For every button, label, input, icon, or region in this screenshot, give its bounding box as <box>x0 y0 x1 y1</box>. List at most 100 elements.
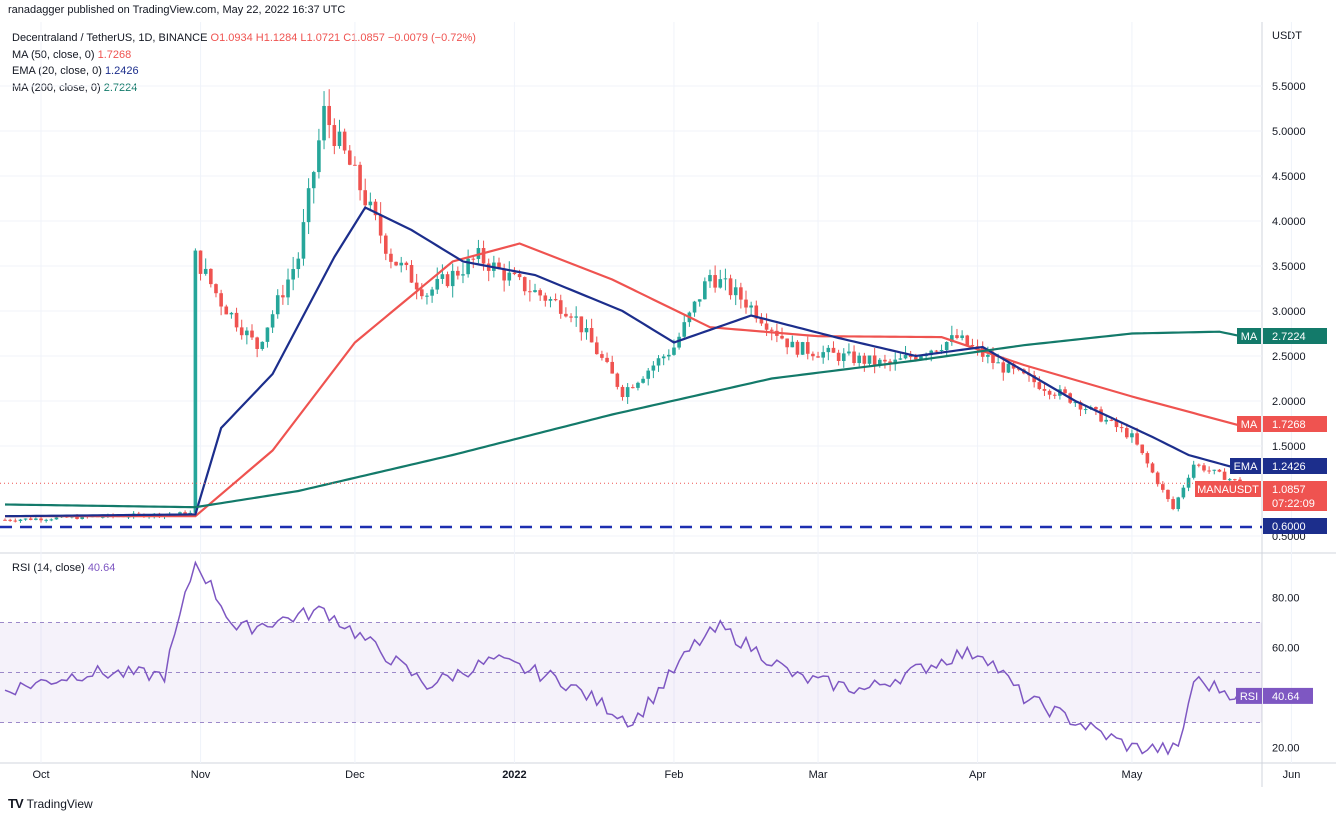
candle-body <box>718 279 723 288</box>
candle-body <box>528 291 532 293</box>
candle-body <box>378 215 383 236</box>
axis-labels: 5.5000 5.0000 4.5000 4.0000 3.5000 3.0000 2.50… <box>32 81 1305 781</box>
indicator-line <box>4 330 1241 509</box>
time-tick-label: 2022 <box>502 769 526 781</box>
price-tag-value: 1.7268 <box>1272 419 1306 431</box>
candle-body <box>301 222 306 259</box>
candle-body <box>610 361 615 374</box>
candle-body <box>250 330 254 338</box>
candle-body <box>651 365 656 371</box>
candle-body <box>986 354 990 357</box>
legend-ma200-row[interactable]: MA (200, close, 0) 2.7224 <box>12 80 476 97</box>
candle-body <box>198 250 203 274</box>
footer-brand[interactable]: TV TradingView <box>8 796 93 811</box>
candle-body <box>831 347 836 353</box>
candle-body <box>1191 464 1196 478</box>
candle-body <box>1032 375 1036 383</box>
candle-body <box>8 519 12 521</box>
candle-body <box>764 323 769 330</box>
candle-body <box>389 253 393 262</box>
candle-body <box>1186 477 1191 488</box>
candle-body <box>795 341 800 355</box>
grid <box>0 22 1292 763</box>
candle-body <box>1233 479 1237 481</box>
candle-body <box>281 295 285 298</box>
candle-body <box>996 362 1000 364</box>
time-tick-label: Apr <box>969 769 986 781</box>
candle-body <box>965 335 970 345</box>
legend-ma50-row[interactable]: MA (50, close, 0) 1.7268 <box>12 47 476 64</box>
candle-body <box>517 274 522 278</box>
candle-body <box>553 299 558 301</box>
candle-body <box>1104 419 1109 422</box>
candle-body <box>1181 487 1186 498</box>
price-tag-countdown: 07:22:09 <box>1272 498 1315 510</box>
candle-body <box>857 355 862 364</box>
candle-body <box>1114 419 1119 428</box>
candle-body <box>955 335 959 338</box>
ema20-label: EMA (20, close, 0) <box>12 65 102 77</box>
tradingview-logo-icon: TV <box>8 796 24 811</box>
candle-body <box>1166 489 1170 500</box>
indicator-lines <box>0 206 1262 529</box>
candle-body <box>852 351 856 364</box>
candle-body <box>991 354 995 363</box>
candle-body <box>445 274 450 287</box>
candle-body <box>342 131 347 151</box>
candle-body <box>260 341 265 349</box>
time-tick-label: May <box>1122 769 1143 781</box>
published-line: ranadagger published on TradingView.com,… <box>8 4 346 16</box>
candle-body <box>744 299 748 308</box>
candle-body <box>440 274 445 279</box>
candle-body <box>409 265 414 283</box>
price-tick-label: 4.0000 <box>1272 216 1306 228</box>
candle-body <box>18 519 23 522</box>
candle-body <box>914 357 918 360</box>
candle-body <box>1083 409 1088 411</box>
candle-body <box>759 318 764 324</box>
candle-body <box>970 344 975 347</box>
candle-body <box>327 105 331 126</box>
candle-body <box>862 355 867 364</box>
candle-body <box>1073 402 1078 404</box>
candle-body <box>780 335 784 339</box>
legend-symbol-row[interactable]: Decentraland / TetherUS, 1D, BINANCE O1.… <box>12 30 476 47</box>
price-tag-value-bg <box>1263 481 1327 511</box>
candle-body <box>1094 406 1098 410</box>
candle-body <box>816 356 820 358</box>
price-tag-value-bg <box>1263 518 1327 534</box>
candle-body <box>214 284 218 294</box>
rsi-tag-label: RSI <box>1240 691 1258 703</box>
candle-body <box>543 295 548 301</box>
rsi-legend[interactable]: RSI (14, close) 40.64 <box>12 562 115 574</box>
candle-body <box>100 516 105 518</box>
candle-body <box>584 328 589 333</box>
candle-body <box>574 316 578 318</box>
price-tag-label-bg <box>1195 481 1261 497</box>
candle-body <box>28 518 33 520</box>
candle-body <box>641 378 645 383</box>
price-tag-label: MA <box>1241 419 1258 431</box>
candle-body <box>502 268 506 281</box>
candle-body <box>234 312 239 328</box>
candle-body <box>1222 471 1227 480</box>
candle-body <box>203 268 208 274</box>
candle-body <box>239 327 244 336</box>
candle-body <box>507 272 512 281</box>
time-tick-label: Jun <box>1283 769 1301 781</box>
candle-body <box>224 306 229 315</box>
candle-body <box>569 316 573 318</box>
candle-body <box>883 359 887 362</box>
candle-body <box>286 279 290 298</box>
ma200-value: 2.7224 <box>103 81 138 94</box>
candle-body <box>1078 402 1083 410</box>
candle-body <box>450 270 455 287</box>
candle-body <box>394 261 398 266</box>
candle-body <box>1176 497 1181 509</box>
candle-body <box>841 353 846 361</box>
candle-body <box>80 515 84 519</box>
candle-body <box>306 188 311 223</box>
legend-ema20-row[interactable]: EMA (20, close, 0) 1.2426 <box>12 63 476 80</box>
candle-body <box>497 262 501 269</box>
